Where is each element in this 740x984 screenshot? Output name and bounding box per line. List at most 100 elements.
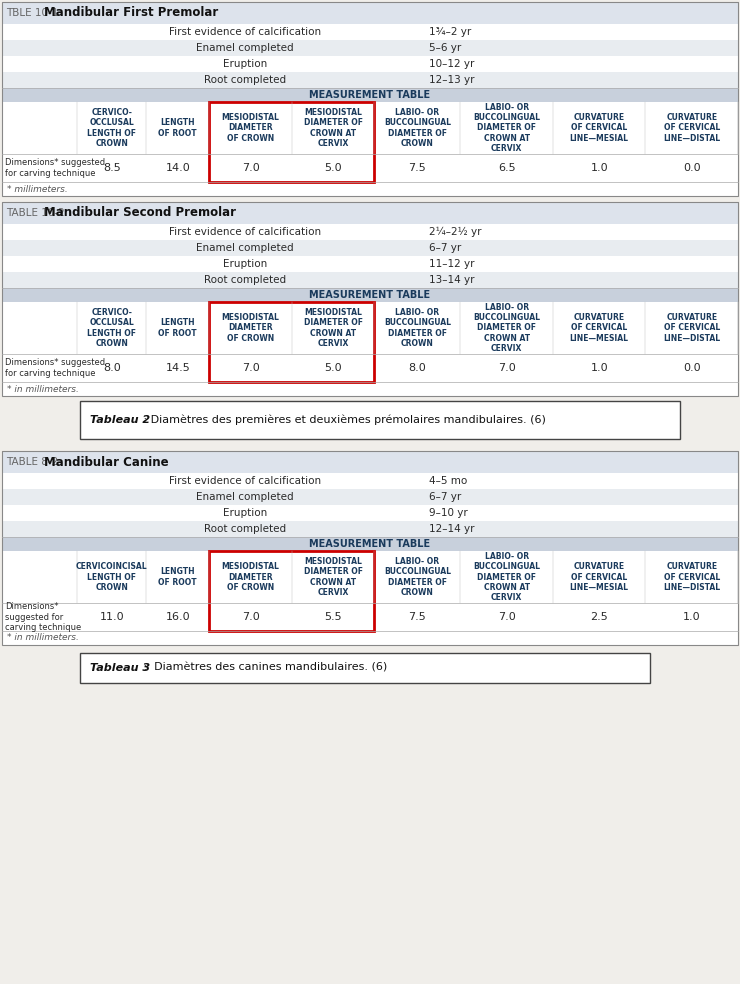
Text: CURVATURE
OF CERVICAL
LINE—MESIAL: CURVATURE OF CERVICAL LINE—MESIAL <box>570 313 629 342</box>
Text: 13–14 yr: 13–14 yr <box>429 275 474 285</box>
FancyBboxPatch shape <box>2 2 738 24</box>
Text: LABIO- OR
BUCCOLINGUAL
DIAMETER OF
CROWN AT
CERVIX: LABIO- OR BUCCOLINGUAL DIAMETER OF CROWN… <box>473 552 540 602</box>
Text: MEASUREMENT TABLE: MEASUREMENT TABLE <box>309 290 431 300</box>
Bar <box>2 537 738 551</box>
Text: 1.0: 1.0 <box>683 612 701 622</box>
Text: 6.5: 6.5 <box>498 163 516 173</box>
Text: 8.0: 8.0 <box>103 363 121 373</box>
Text: 0.0: 0.0 <box>683 163 701 173</box>
Text: 7.0: 7.0 <box>242 163 260 173</box>
Text: CERVICOINCISAL
LENGTH OF
CROWN: CERVICOINCISAL LENGTH OF CROWN <box>76 562 147 592</box>
Text: CURVATURE
OF CERVICAL
LINE—MESIAL: CURVATURE OF CERVICAL LINE—MESIAL <box>570 113 629 143</box>
Text: Enamel completed: Enamel completed <box>196 43 294 53</box>
Text: 11–12 yr: 11–12 yr <box>429 259 474 269</box>
Text: 0.0: 0.0 <box>683 363 701 373</box>
Text: Dimensions* suggested
for carving technique: Dimensions* suggested for carving techni… <box>5 358 105 378</box>
Text: 7.5: 7.5 <box>408 163 426 173</box>
Text: Mandibular Second Premolar: Mandibular Second Premolar <box>44 207 236 219</box>
Text: CURVATURE
OF CERVICAL
LINE—DISTAL: CURVATURE OF CERVICAL LINE—DISTAL <box>663 313 720 342</box>
Bar <box>2 551 738 603</box>
Text: 14.5: 14.5 <box>166 363 190 373</box>
Text: Mandibular Canine: Mandibular Canine <box>44 456 169 468</box>
FancyBboxPatch shape <box>80 401 680 439</box>
Bar <box>2 182 738 196</box>
Bar <box>2 224 738 240</box>
Text: Enamel completed: Enamel completed <box>196 243 294 253</box>
Text: LENGTH
OF ROOT: LENGTH OF ROOT <box>158 118 197 138</box>
Text: 1.0: 1.0 <box>591 163 608 173</box>
FancyBboxPatch shape <box>2 451 738 473</box>
Text: MESIODISTAL
DIAMETER
OF CROWN: MESIODISTAL DIAMETER OF CROWN <box>221 562 280 592</box>
Text: 8.5: 8.5 <box>103 163 121 173</box>
Text: 12–14 yr: 12–14 yr <box>429 524 474 534</box>
Text: Root completed: Root completed <box>204 75 286 85</box>
Bar <box>2 521 738 537</box>
Bar <box>2 603 738 631</box>
Text: Tableau 2: Tableau 2 <box>90 415 150 425</box>
Bar <box>2 40 738 56</box>
Text: Root completed: Root completed <box>204 275 286 285</box>
Text: LABIO- OR
BUCCOLINGUAL
DIAMETER OF
CROWN: LABIO- OR BUCCOLINGUAL DIAMETER OF CROWN <box>384 557 451 597</box>
Text: LABIO- OR
BUCCOLINGUAL
DIAMETER OF
CROWN: LABIO- OR BUCCOLINGUAL DIAMETER OF CROWN <box>384 108 451 149</box>
Bar <box>2 288 738 302</box>
FancyBboxPatch shape <box>2 202 738 224</box>
Text: CURVATURE
OF CERVICAL
LINE—DISTAL: CURVATURE OF CERVICAL LINE—DISTAL <box>663 113 720 143</box>
Text: 8.0: 8.0 <box>408 363 426 373</box>
Bar <box>2 202 738 396</box>
Text: Eruption: Eruption <box>223 59 267 69</box>
Text: 4–5 mo: 4–5 mo <box>429 476 467 486</box>
Text: 7.0: 7.0 <box>498 612 516 622</box>
Bar <box>2 354 738 382</box>
Text: 2.5: 2.5 <box>591 612 608 622</box>
Text: 11.0: 11.0 <box>99 612 124 622</box>
Bar <box>2 240 738 256</box>
Text: CURVATURE
OF CERVICAL
LINE—DISTAL: CURVATURE OF CERVICAL LINE—DISTAL <box>663 562 720 592</box>
Text: 5.0: 5.0 <box>324 163 342 173</box>
Text: 16.0: 16.0 <box>166 612 190 622</box>
Text: 1.0: 1.0 <box>591 363 608 373</box>
Bar <box>2 489 738 505</box>
Text: MESIODISTAL
DIAMETER OF
CROWN AT
CERVIX: MESIODISTAL DIAMETER OF CROWN AT CERVIX <box>303 108 363 149</box>
Bar <box>2 88 738 102</box>
Text: 5.0: 5.0 <box>324 363 342 373</box>
Text: 10–12 yr: 10–12 yr <box>429 59 474 69</box>
Text: * in millimeters.: * in millimeters. <box>7 385 79 394</box>
Text: 12–13 yr: 12–13 yr <box>429 75 474 85</box>
Bar <box>2 256 738 272</box>
Text: : Diamètres des premières et deuxièmes prémolaires mandibulaires. (6): : Diamètres des premières et deuxièmes p… <box>140 414 545 425</box>
Text: 1¾–2 yr: 1¾–2 yr <box>429 27 471 37</box>
Text: CERVICO-
OCCLUSAL
LENGTH OF
CROWN: CERVICO- OCCLUSAL LENGTH OF CROWN <box>87 308 136 348</box>
Text: Tableau 3: Tableau 3 <box>90 663 150 673</box>
Text: 5.5: 5.5 <box>324 612 342 622</box>
Text: 7.0: 7.0 <box>242 612 260 622</box>
Text: 14.0: 14.0 <box>166 163 190 173</box>
Text: 9–10 yr: 9–10 yr <box>429 508 468 518</box>
Bar <box>2 56 738 72</box>
Bar <box>2 272 738 288</box>
Text: CERVICO-
OCCLUSAL
LENGTH OF
CROWN: CERVICO- OCCLUSAL LENGTH OF CROWN <box>87 108 136 149</box>
Text: First evidence of calcification: First evidence of calcification <box>169 227 321 237</box>
Bar <box>2 382 738 396</box>
Text: CURVATURE
OF CERVICAL
LINE—MESIAL: CURVATURE OF CERVICAL LINE—MESIAL <box>570 562 629 592</box>
Text: 7.0: 7.0 <box>242 363 260 373</box>
Text: MEASUREMENT TABLE: MEASUREMENT TABLE <box>309 90 431 100</box>
Bar <box>2 631 738 645</box>
Text: 6–7 yr: 6–7 yr <box>429 243 461 253</box>
Text: MESIODISTAL
DIAMETER
OF CROWN: MESIODISTAL DIAMETER OF CROWN <box>221 313 280 342</box>
Text: :  Diamètres des canines mandibulaires. (6): : Diamètres des canines mandibulaires. (… <box>140 663 387 673</box>
Text: LABIO- OR
BUCCOLINGUAL
DIAMETER OF
CROWN: LABIO- OR BUCCOLINGUAL DIAMETER OF CROWN <box>384 308 451 348</box>
Text: LABIO- OR
BUCCOLINGUAL
DIAMETER OF
CROWN AT
CERVIX: LABIO- OR BUCCOLINGUAL DIAMETER OF CROWN… <box>473 303 540 353</box>
Text: LENGTH
OF ROOT: LENGTH OF ROOT <box>158 568 197 586</box>
Text: MESIODISTAL
DIAMETER OF
CROWN AT
CERVIX: MESIODISTAL DIAMETER OF CROWN AT CERVIX <box>303 557 363 597</box>
Text: * millimeters.: * millimeters. <box>7 184 68 194</box>
Text: MESIODISTAL
DIAMETER OF
CROWN AT
CERVIX: MESIODISTAL DIAMETER OF CROWN AT CERVIX <box>303 308 363 348</box>
Text: * in millimeters.: * in millimeters. <box>7 634 79 643</box>
Text: First evidence of calcification: First evidence of calcification <box>169 27 321 37</box>
Text: Enamel completed: Enamel completed <box>196 492 294 502</box>
Bar <box>2 154 738 182</box>
Bar <box>2 505 738 521</box>
Text: TABLE 10-2: TABLE 10-2 <box>6 208 71 218</box>
Text: 5–6 yr: 5–6 yr <box>429 43 461 53</box>
Text: TBLE 10-1: TBLE 10-1 <box>6 8 65 18</box>
Text: Dimensions*
suggested for
carving technique: Dimensions* suggested for carving techni… <box>5 602 81 632</box>
